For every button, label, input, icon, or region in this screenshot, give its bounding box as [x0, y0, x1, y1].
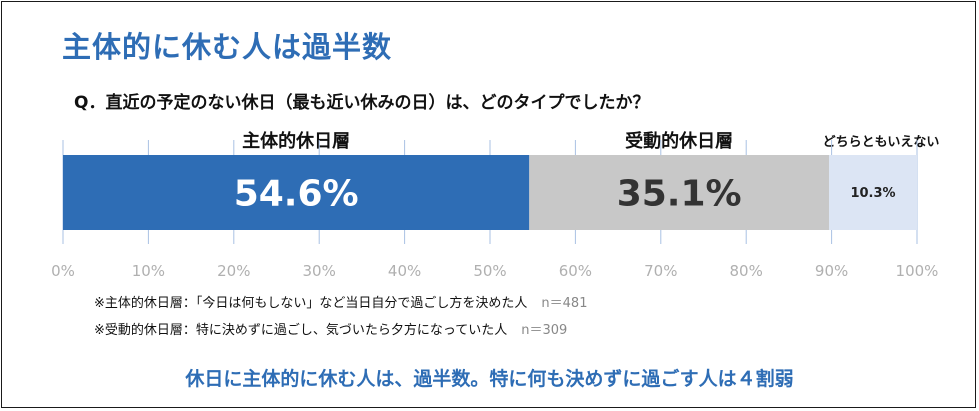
headline: 主体的に休む人は過半数	[62, 30, 393, 64]
data-label: 35.1%	[617, 173, 742, 214]
x-tick-label: 0%	[51, 262, 75, 280]
x-tick-label: 30%	[303, 262, 336, 280]
bar-segment-passive	[529, 155, 830, 230]
note-proactive-n: n＝481	[541, 296, 588, 311]
data-label: 10.3%	[850, 186, 895, 201]
question-text: Q．直近の予定のない休日（最も近い休みの日）は、どのタイプでしたか？	[74, 93, 650, 113]
note-passive-text: ※受動的休日層：特に決めずに過ごし、気づいたら夕方になっていた人	[94, 323, 508, 338]
note-proactive-text: ※主体的休日層：「今日は何もしない」など当日自分で過ごし方を決めた人	[94, 296, 528, 311]
x-tick-label: 90%	[815, 262, 848, 280]
segment-label-neither: どちらともいえない	[822, 135, 940, 150]
note-passive-n: n＝309	[521, 323, 568, 338]
x-tick-label: 10%	[132, 262, 165, 280]
note-passive: ※受動的休日層：特に決めずに過ごし、気づいたら夕方になっていた人 n＝309	[94, 319, 567, 338]
x-tick-label: 20%	[217, 262, 250, 280]
x-tick-label: 40%	[388, 262, 421, 280]
segment-label-proactive: 主体的休日層	[242, 131, 351, 152]
bar-segment-proactive	[63, 155, 530, 230]
note-proactive: ※主体的休日層：「今日は何もしない」など当日自分で過ごし方を決めた人 n＝481	[94, 292, 587, 311]
segment-label-passive: 受動的休日層	[625, 131, 734, 152]
bar-segment-neither	[829, 155, 917, 230]
x-tick-label: 70%	[644, 262, 677, 280]
footer-conclusion: 休日に主体的に休む人は、過半数。特に何も決めずに過ごす人は４割弱	[185, 368, 794, 390]
x-tick-label: 80%	[730, 262, 763, 280]
x-tick-label: 100%	[896, 262, 939, 280]
data-label: 54.6%	[234, 173, 359, 214]
x-tick-label: 60%	[559, 262, 592, 280]
x-tick-label: 50%	[473, 262, 506, 280]
